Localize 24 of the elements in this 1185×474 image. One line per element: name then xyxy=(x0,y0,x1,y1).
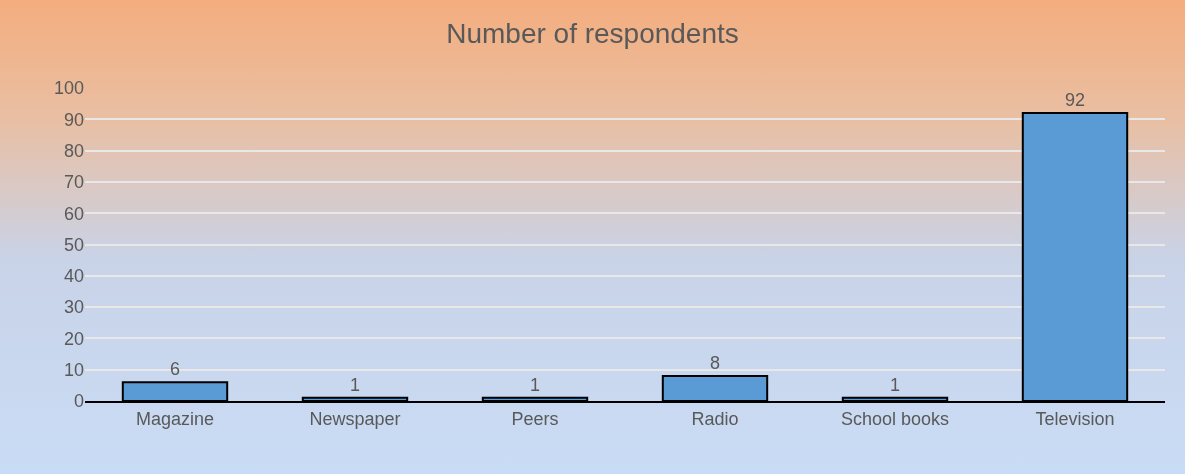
y-tick-label: 70 xyxy=(63,172,84,193)
chart-title: Number of respondents xyxy=(446,17,739,49)
x-tick-label: School books xyxy=(840,408,950,429)
x-tick-label: Radio xyxy=(691,408,739,429)
data-label: 92 xyxy=(1064,90,1086,111)
y-tick-label: 50 xyxy=(63,234,84,255)
y-tick-label: 40 xyxy=(63,266,84,287)
x-tick-label: Magazine xyxy=(135,408,215,429)
x-tick-label: Peers xyxy=(511,408,559,429)
x-tick-label: Newspaper xyxy=(309,408,401,429)
y-tick-label: 90 xyxy=(63,109,84,130)
y-tick-label: 30 xyxy=(63,297,84,318)
y-tick-label: 60 xyxy=(63,203,84,224)
y-tick-label: 80 xyxy=(63,140,84,161)
data-label: 8 xyxy=(709,352,721,373)
y-tick-label: 0 xyxy=(73,391,84,412)
data-label: 1 xyxy=(889,374,901,395)
x-tick-label: Television xyxy=(1035,408,1115,429)
data-label: 6 xyxy=(169,359,181,380)
data-label: 1 xyxy=(529,374,541,395)
y-tick-label: 10 xyxy=(63,360,84,380)
y-tick-label: 20 xyxy=(63,328,84,349)
data-label: 1 xyxy=(349,374,361,395)
y-tick-label: 100 xyxy=(53,78,84,99)
